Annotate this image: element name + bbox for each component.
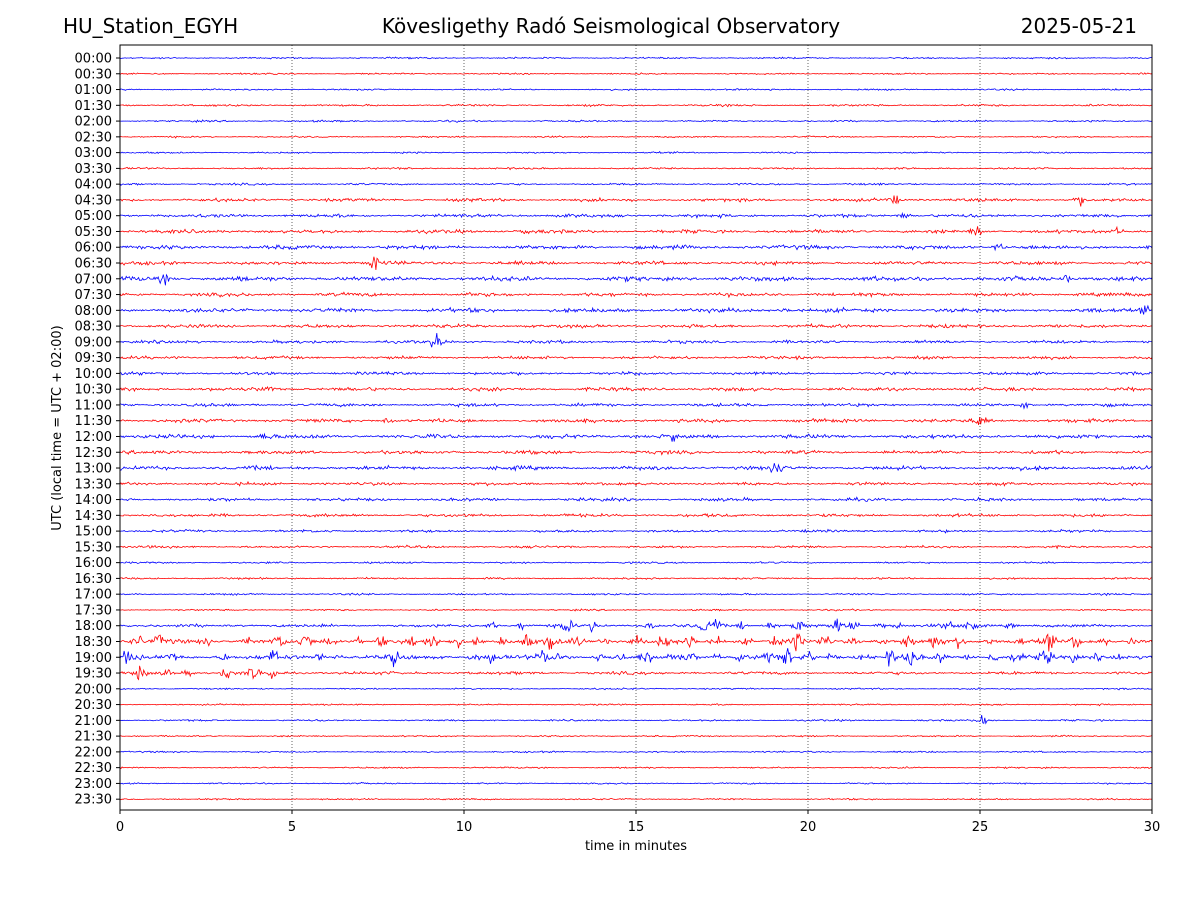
y-tick-label: 06:30 (75, 257, 112, 272)
trace-line (119, 766, 1153, 770)
y-tick-label: 00:30 (75, 67, 112, 82)
y-tick-label: 02:00 (75, 115, 112, 130)
trace-line (119, 150, 1153, 155)
trace-line (119, 432, 1153, 442)
y-tick-label: 08:30 (75, 320, 112, 335)
y-tick-label: 18:00 (75, 619, 112, 634)
station-label: HU_Station_EGYH (63, 14, 239, 38)
x-axis-label: time in minutes (585, 839, 687, 854)
trace-line (119, 304, 1153, 315)
trace-line (119, 797, 1153, 801)
y-axis-label: UTC (local time = UTC + 02:00) (50, 325, 65, 530)
trace-line (120, 119, 1153, 124)
trace-line (119, 256, 1153, 271)
trace-line (119, 560, 1153, 565)
y-tick-label: 12:00 (75, 430, 112, 445)
y-tick-label: 06:00 (75, 241, 112, 256)
y-tick-label: 03:30 (75, 162, 112, 177)
trace-line (119, 750, 1153, 754)
trace-line (119, 702, 1153, 707)
y-axis: 00:0000:3001:0001:3002:0002:3003:0003:30… (75, 52, 120, 808)
trace-line (119, 195, 1153, 207)
trace-line (119, 273, 1153, 286)
trace-line (119, 211, 1153, 220)
x-tick-label: 10 (456, 820, 473, 835)
y-tick-label: 19:00 (75, 651, 112, 666)
trace-line (119, 687, 1153, 691)
y-tick-label: 10:30 (75, 383, 112, 398)
y-tick-label: 18:30 (75, 635, 112, 650)
y-tick-label: 12:30 (75, 446, 112, 461)
y-tick-label: 16:30 (75, 572, 112, 587)
trace-line (119, 72, 1153, 76)
y-tick-label: 01:00 (75, 83, 112, 98)
x-axis: 0 5 10 15 20 25 30 (116, 810, 1160, 835)
y-tick-label: 17:30 (75, 603, 112, 618)
grid-layer (291, 45, 981, 810)
trace-line (119, 322, 1153, 329)
trace-line (119, 385, 1153, 393)
y-tick-label: 11:30 (75, 414, 112, 429)
y-tick-label: 23:00 (75, 777, 112, 792)
x-tick-label: 25 (972, 820, 989, 835)
observatory-title: Kövesligethy Radó Seismological Observat… (381, 14, 841, 38)
y-tick-label: 23:30 (75, 793, 112, 808)
y-tick-label: 02:30 (75, 130, 112, 145)
y-tick-label: 20:00 (75, 682, 112, 697)
y-tick-label: 01:30 (75, 99, 112, 114)
trace-line (119, 449, 1153, 456)
y-tick-label: 05:30 (75, 225, 112, 240)
y-tick-label: 09:00 (75, 335, 112, 350)
x-tick-label: 30 (1144, 820, 1161, 835)
y-tick-label: 15:30 (75, 540, 112, 555)
y-tick-label: 21:00 (75, 714, 112, 729)
y-tick-label: 22:30 (75, 761, 112, 776)
trace-line (119, 715, 1153, 725)
y-tick-label: 04:30 (75, 193, 112, 208)
y-tick-label: 05:00 (75, 209, 112, 224)
y-tick-label: 16:00 (75, 556, 112, 571)
y-tick-label: 10:00 (75, 367, 112, 382)
trace-line (119, 225, 1153, 236)
trace-line (119, 618, 1153, 634)
x-tick-label: 15 (628, 820, 645, 835)
y-tick-label: 17:00 (75, 588, 112, 603)
y-tick-label: 13:30 (75, 477, 112, 492)
y-tick-label: 14:00 (75, 493, 112, 508)
trace-line (119, 496, 1153, 503)
y-tick-label: 08:00 (75, 304, 112, 319)
trace-line (119, 135, 1153, 139)
x-tick-label: 0 (116, 820, 124, 835)
y-tick-label: 21:30 (75, 730, 112, 745)
x-tick-label: 20 (800, 820, 817, 835)
y-tick-label: 03:00 (75, 146, 112, 161)
y-tick-label: 15:00 (75, 525, 112, 540)
y-tick-label: 13:00 (75, 462, 112, 477)
date-label: 2025-05-21 (1020, 14, 1137, 38)
trace-line (119, 512, 1153, 518)
y-tick-label: 04:00 (75, 178, 112, 193)
y-tick-label: 19:30 (75, 667, 112, 682)
y-tick-label: 11:00 (75, 398, 112, 413)
x-tick-label: 5 (288, 820, 296, 835)
y-tick-label: 07:00 (75, 272, 112, 287)
trace-line (119, 463, 1153, 474)
y-tick-label: 14:30 (75, 509, 112, 524)
y-tick-label: 00:00 (75, 52, 112, 67)
y-tick-label: 07:30 (75, 288, 112, 303)
y-tick-label: 22:00 (75, 745, 112, 760)
y-tick-label: 20:30 (75, 698, 112, 713)
y-tick-label: 09:30 (75, 351, 112, 366)
